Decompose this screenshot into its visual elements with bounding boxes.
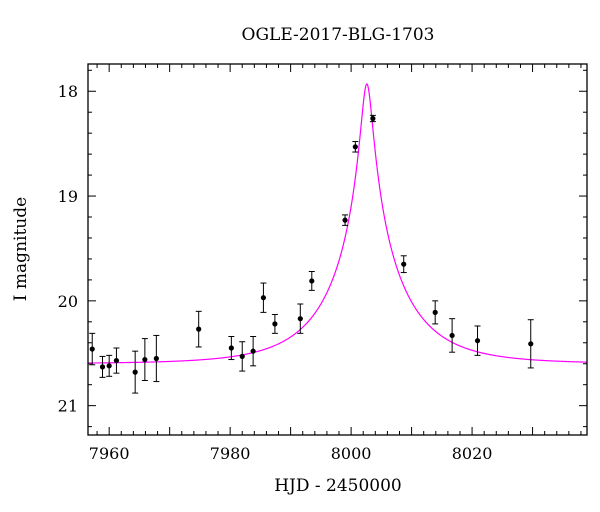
y-tick-label: 19	[58, 187, 78, 206]
data-marker	[352, 144, 358, 150]
x-axis-label: HJD - 2450000	[274, 476, 402, 496]
plot-frame	[87, 63, 588, 436]
data-marker	[99, 364, 106, 370]
x-tick-label: 8000	[331, 444, 372, 463]
data-point	[250, 335, 257, 367]
data-marker	[272, 321, 278, 327]
data-point	[195, 310, 202, 348]
data-marker	[142, 356, 148, 363]
data-point	[271, 313, 278, 334]
data-marker	[228, 345, 234, 351]
y-tick-label: 21	[58, 397, 78, 416]
model-curve	[87, 83, 588, 364]
data-point	[99, 355, 106, 378]
data-marker	[297, 316, 303, 322]
x-tick-label: 7960	[89, 444, 130, 463]
data-point	[308, 271, 315, 291]
data-point	[369, 114, 376, 123]
data-marker	[239, 353, 245, 359]
data-point	[474, 325, 481, 356]
data-marker	[401, 261, 407, 267]
y-tick-label: 18	[58, 82, 78, 101]
data-point	[297, 303, 304, 334]
data-point	[141, 338, 148, 382]
data-point	[432, 300, 439, 325]
data-marker	[432, 309, 438, 315]
data-marker	[342, 217, 348, 223]
data-marker	[113, 357, 120, 364]
data-marker	[309, 278, 315, 284]
x-tick-label: 8020	[452, 444, 493, 463]
data-point	[113, 347, 120, 374]
data-marker	[153, 355, 159, 362]
data-point	[352, 141, 359, 153]
model-curve-group	[87, 83, 588, 364]
data-marker	[106, 363, 112, 369]
data-marker	[528, 341, 534, 347]
data-marker	[132, 369, 138, 375]
chart-title: OGLE-2017-BLG-1703	[242, 25, 435, 45]
data-marker	[449, 332, 455, 339]
data-point	[527, 319, 534, 369]
y-axis-label: I magnitude	[11, 197, 31, 301]
data-point	[106, 354, 113, 377]
data-marker	[89, 346, 95, 352]
data-point	[228, 335, 235, 361]
data-point	[342, 214, 349, 226]
data-point	[153, 334, 160, 383]
data-point	[132, 350, 139, 394]
data-point	[260, 282, 267, 313]
data-point	[89, 332, 96, 366]
data-marker	[260, 295, 267, 301]
x-tick-label: 7980	[210, 444, 251, 463]
y-tick-label: 20	[58, 292, 78, 311]
data-marker	[370, 115, 376, 122]
data-point	[400, 255, 407, 274]
data-marker	[250, 348, 256, 354]
data-point	[449, 318, 456, 353]
data-point	[239, 341, 246, 372]
data-points-group	[89, 114, 534, 394]
data-marker	[474, 338, 481, 344]
axis-ticks: 7960 7980 8000 8020 18 19 20 21	[58, 64, 587, 463]
data-marker	[196, 326, 202, 332]
